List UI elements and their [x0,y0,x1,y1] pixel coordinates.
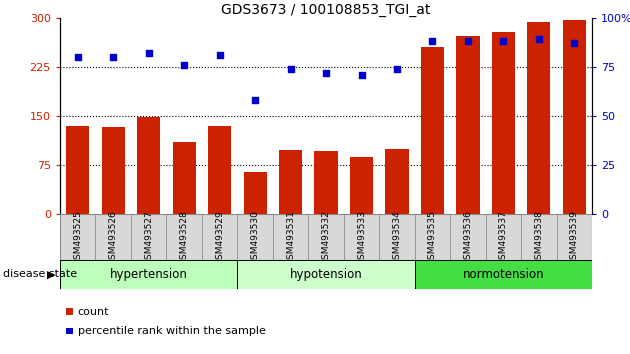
Text: hypertension: hypertension [110,268,188,281]
Text: GSM493528: GSM493528 [180,210,188,264]
Bar [131,214,166,260]
Point [108,54,118,60]
Title: GDS3673 / 100108853_TGI_at: GDS3673 / 100108853_TGI_at [221,3,431,17]
Text: GSM493530: GSM493530 [251,210,260,265]
Bar [279,150,302,214]
Text: percentile rank within the sample: percentile rank within the sample [77,326,265,336]
Text: GSM493526: GSM493526 [108,210,118,264]
Bar [273,214,308,260]
Point [144,50,154,56]
Bar [66,126,89,214]
Text: GSM493525: GSM493525 [73,210,82,264]
Text: GSM493539: GSM493539 [570,210,579,265]
Point [463,39,473,44]
Text: GSM493537: GSM493537 [499,210,508,265]
Bar [379,214,415,260]
Bar [202,214,238,260]
Bar [344,214,379,260]
Text: GSM493538: GSM493538 [534,210,544,265]
Text: normotension: normotension [462,268,544,281]
Text: GSM493536: GSM493536 [464,210,472,265]
Bar [173,142,195,214]
Bar [238,260,415,289]
Text: GSM493534: GSM493534 [392,210,401,264]
Bar [166,214,202,260]
Bar [527,22,551,214]
Bar [521,214,557,260]
Bar [415,214,450,260]
Text: count: count [77,307,109,316]
Bar [137,117,160,214]
Text: GSM493531: GSM493531 [286,210,295,265]
Bar [308,214,344,260]
Text: GSM493532: GSM493532 [321,210,331,264]
Text: GSM493529: GSM493529 [215,210,224,264]
Point [285,66,295,72]
Bar [208,126,231,214]
Point [570,40,580,46]
Bar [238,214,273,260]
Bar [386,149,408,214]
Bar [60,260,238,289]
Bar [101,127,125,214]
Bar [457,36,479,214]
Bar [492,32,515,214]
Point [179,62,189,68]
Text: hypotension: hypotension [290,268,362,281]
Bar [350,156,373,214]
Text: GSM493533: GSM493533 [357,210,366,265]
Point [498,39,508,44]
Bar [450,214,486,260]
Bar [314,151,338,214]
Bar [486,214,521,260]
Bar [421,47,444,214]
Point [534,36,544,42]
Point [427,39,437,44]
Text: ▶: ▶ [47,269,55,279]
Point [392,66,402,72]
Bar [563,20,586,214]
Bar [415,260,592,289]
Point [321,70,331,75]
Bar [95,214,131,260]
Point [72,54,83,60]
Bar [557,214,592,260]
Text: GSM493535: GSM493535 [428,210,437,265]
Point [357,72,367,78]
Text: disease state: disease state [3,269,77,279]
Bar [244,172,266,214]
Bar [60,214,95,260]
Text: GSM493527: GSM493527 [144,210,153,264]
Point [250,97,260,103]
Point [214,52,224,58]
